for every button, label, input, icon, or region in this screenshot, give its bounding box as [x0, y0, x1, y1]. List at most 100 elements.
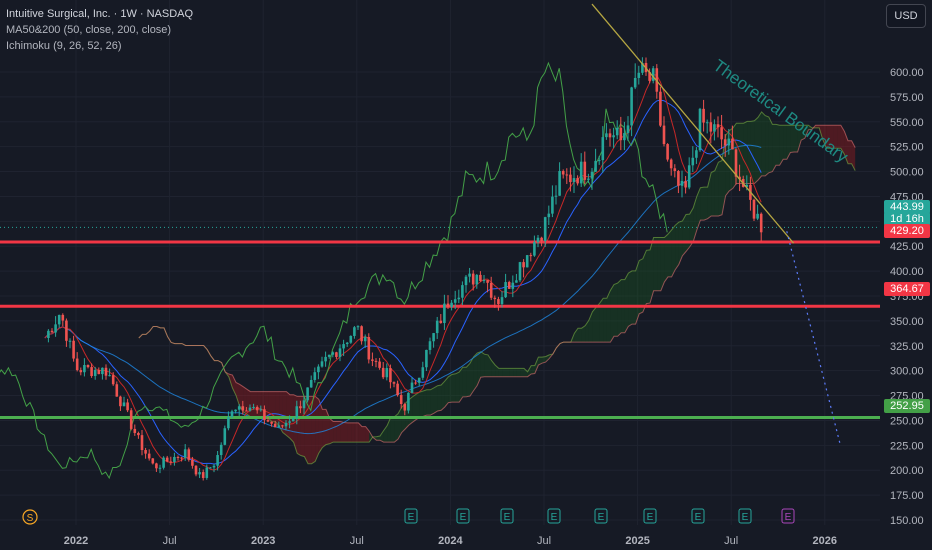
- earnings-box: [594, 508, 608, 524]
- earnings-label: E: [551, 512, 558, 523]
- y-tick-label: 225.00: [890, 440, 924, 452]
- y-tick-label: 350.00: [890, 316, 924, 328]
- cloud-segment: [362, 426, 366, 443]
- cloud-segment: [632, 270, 636, 325]
- cloud-segment: [434, 385, 438, 414]
- candle-body: [209, 467, 212, 469]
- candle-body: [687, 165, 691, 188]
- candle-body: [191, 459, 194, 466]
- candle-body: [673, 168, 677, 172]
- candle-body: [108, 375, 111, 377]
- ma-indicator-label[interactable]: MA50&200 (50, close, 200, close): [6, 24, 172, 36]
- earnings-marker: E: [500, 508, 514, 524]
- cloud-segment: [664, 234, 668, 282]
- y-tick-label: 525.00: [890, 142, 924, 154]
- candle-body: [648, 72, 651, 81]
- candle-body: [335, 352, 338, 357]
- cloud-segment: [394, 413, 398, 443]
- symbol-title[interactable]: Intuitive Surgical, Inc. · 1W · NASDAQ: [6, 8, 194, 20]
- candle-body: [533, 242, 536, 256]
- candle-body: [561, 171, 565, 175]
- candle-body: [731, 138, 734, 150]
- candle-body: [464, 276, 468, 286]
- ichimoku-indicator-label[interactable]: Ichimoku (9, 26, 52, 26): [6, 40, 122, 52]
- earnings-box: [404, 508, 418, 524]
- trendlines[interactable]: [591, 3, 841, 446]
- earnings-box: [738, 508, 752, 524]
- cloud-segment: [596, 303, 600, 343]
- cloud-segment: [711, 170, 715, 216]
- cloud-segment: [801, 125, 805, 141]
- cloud-segment: [477, 351, 481, 386]
- candle-body: [57, 314, 61, 325]
- candle-body: [165, 457, 169, 462]
- candle-body: [151, 458, 155, 464]
- candle-body: [504, 282, 507, 298]
- cloud-segment: [351, 422, 355, 443]
- candle-body: [270, 421, 273, 424]
- cloud-segment: [682, 214, 686, 256]
- currency-button[interactable]: USD: [886, 4, 926, 28]
- x-tick-label: 2024: [438, 535, 463, 547]
- projection-line: [786, 231, 841, 446]
- cloud-segment: [344, 422, 348, 443]
- candle-body: [72, 340, 75, 359]
- cloud-segment: [333, 421, 337, 443]
- candle-body: [569, 174, 572, 183]
- candle-body: [583, 161, 587, 180]
- earnings-box: [547, 508, 561, 524]
- candle-body: [129, 410, 133, 429]
- cloud-segment: [340, 421, 344, 443]
- candle-body: [669, 159, 673, 169]
- cloud-segment: [696, 187, 701, 231]
- candle-body: [720, 127, 723, 140]
- candle-body: [515, 280, 518, 283]
- cloud-segment: [671, 225, 676, 277]
- cloud-segment: [527, 365, 532, 377]
- candle-body: [356, 326, 360, 328]
- level-label-364: 364.67: [884, 282, 930, 296]
- candle-body: [374, 360, 378, 362]
- candle-body: [468, 273, 471, 277]
- candle-body: [450, 302, 453, 307]
- candle-body: [666, 144, 669, 160]
- cloud-segment: [423, 389, 427, 417]
- candle-body: [140, 435, 144, 451]
- candle-body: [187, 449, 191, 460]
- candle-body: [144, 450, 147, 454]
- split-marker: S: [22, 509, 38, 525]
- cloud-segment: [531, 365, 535, 374]
- candle-body: [342, 344, 345, 349]
- cloud-segment: [772, 124, 776, 172]
- candle-body: [684, 180, 687, 188]
- candle-body: [705, 122, 709, 124]
- y-tick-label: 500.00: [890, 167, 924, 179]
- candle-body: [497, 299, 500, 305]
- cloud-segment: [794, 125, 798, 152]
- candle-body: [439, 320, 443, 324]
- candle-body: [230, 411, 234, 417]
- cloud-segment: [786, 125, 791, 160]
- candle-body: [543, 217, 547, 241]
- earnings-marker: E: [404, 508, 418, 524]
- cloud-segment: [416, 392, 420, 420]
- candle-body: [601, 137, 605, 161]
- candle-body: [554, 195, 558, 197]
- price-axis[interactable]: 600.00575.00550.00525.00500.00475.00450.…: [890, 67, 924, 527]
- time-axis[interactable]: 2022 Jul 2023 Jul 2024 Jul 2025 Jul 2026: [64, 535, 837, 547]
- candle-body: [551, 196, 554, 214]
- candle-body: [248, 407, 252, 411]
- candle-body: [612, 135, 615, 138]
- cloud-segment: [232, 375, 236, 396]
- cloud-segment: [628, 270, 632, 327]
- candle-body: [659, 91, 662, 126]
- earnings-marker: E: [643, 508, 657, 524]
- candle-body: [475, 274, 479, 285]
- candle-body: [695, 150, 698, 158]
- cloud-segment: [502, 368, 506, 377]
- candle-body: [745, 184, 749, 187]
- cloud-segment: [635, 260, 640, 325]
- candle-body: [237, 406, 241, 410]
- x-tick-label: Jul: [350, 535, 364, 547]
